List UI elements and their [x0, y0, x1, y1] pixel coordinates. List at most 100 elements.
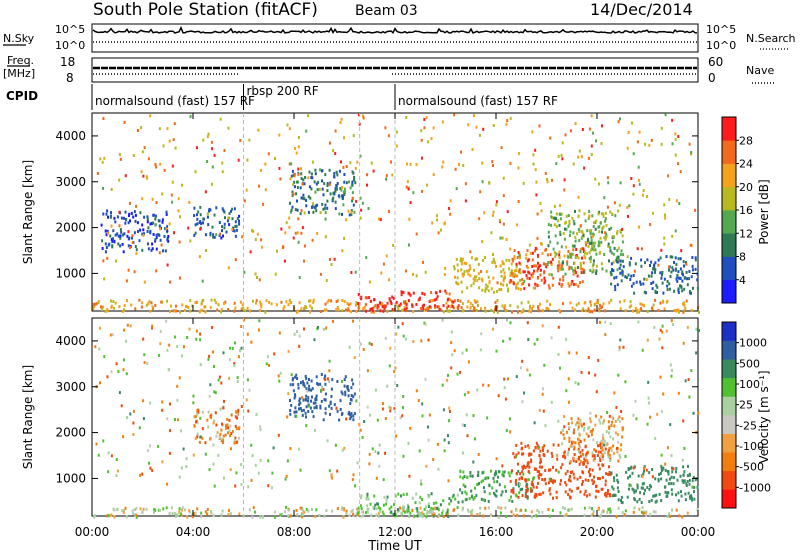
echo-cell [149, 309, 152, 313]
echo-cell [326, 189, 329, 193]
echo-cell [379, 507, 382, 511]
echo-cell [461, 257, 464, 261]
echo-cell [562, 302, 564, 306]
echo-cell [696, 286, 699, 290]
echo-cell [619, 263, 622, 267]
echo-cell [432, 126, 435, 130]
echo-cell [141, 301, 144, 305]
echo-cell [311, 176, 314, 180]
echo-cell [299, 212, 302, 216]
echo-cell [149, 229, 152, 233]
echo-cell [472, 309, 475, 313]
echo-cell [270, 486, 273, 490]
x-tick-label: 08:00 [277, 525, 312, 539]
echo-cell [280, 227, 283, 231]
echo-cell [210, 416, 213, 420]
echo-cell [464, 182, 467, 186]
echo-cell [209, 208, 212, 212]
echo-cell [564, 507, 567, 511]
echo-cell [638, 130, 641, 134]
echo-cell [407, 299, 410, 303]
echo-cell [556, 457, 559, 461]
echo-cell [557, 219, 560, 223]
echo-cell [291, 377, 294, 381]
echo-cell [109, 514, 112, 518]
echo-cell [495, 489, 498, 493]
velocity-heatmap [93, 318, 700, 519]
echo-cell [344, 390, 347, 394]
echo-cell [388, 364, 391, 368]
echo-cell [326, 300, 329, 304]
echo-cell [437, 514, 440, 518]
echo-cell [502, 194, 505, 198]
echo-cell [542, 453, 545, 456]
echo-cell [245, 188, 248, 192]
colorbar-swatch [722, 433, 736, 453]
echo-cell [335, 187, 338, 191]
echo-cell [461, 351, 464, 355]
echo-cell [443, 273, 446, 277]
echo-cell [125, 372, 128, 376]
echo-cell [222, 438, 225, 442]
y-tick-label: 4000 [55, 129, 86, 143]
echo-cell [591, 310, 594, 314]
echo-cell [661, 330, 664, 334]
echo-cell [305, 424, 308, 428]
echo-cell [472, 281, 475, 285]
echo-cell [402, 493, 405, 497]
echo-cell [563, 178, 566, 182]
echo-cell [546, 177, 548, 181]
echo-cell [365, 309, 367, 313]
echo-cell [319, 404, 322, 408]
echo-cell [217, 453, 220, 457]
echo-cell [135, 506, 138, 510]
echo-cell [335, 406, 338, 410]
echo-cell [617, 255, 620, 259]
echo-cell [254, 510, 257, 514]
echo-cell [584, 489, 587, 493]
cpid-label: CPID [6, 89, 38, 103]
echo-cell [608, 259, 610, 263]
echo-cell [523, 464, 525, 468]
echo-cell [336, 173, 339, 177]
echo-cell [624, 455, 627, 458]
echo-cell [149, 466, 152, 470]
echo-cell [494, 306, 497, 310]
echo-cell [668, 282, 671, 286]
cpid-segment-label: normalsound (fast) 157 RF [398, 94, 558, 108]
echo-cell [161, 460, 164, 464]
echo-cell [141, 150, 144, 154]
echo-cell [588, 506, 591, 510]
echo-cell [496, 480, 499, 484]
echo-cell [527, 300, 530, 304]
echo-cell [394, 494, 397, 498]
echo-cell [123, 308, 125, 312]
echo-cell [594, 414, 597, 418]
echo-cell [383, 495, 386, 499]
echo-cell [155, 269, 158, 273]
echo-cell [652, 211, 654, 215]
echo-cell [452, 306, 455, 310]
echo-cell [562, 278, 565, 282]
echo-cell [211, 326, 214, 329]
echo-cell [568, 478, 570, 482]
echo-cell [508, 498, 511, 502]
echo-cell [571, 306, 574, 310]
echo-cell [229, 358, 231, 362]
echo-cell [328, 359, 331, 363]
echo-cell [350, 398, 353, 402]
echo-cell [540, 473, 543, 477]
echo-cell [612, 452, 615, 456]
echo-cell [158, 251, 161, 255]
echo-cell [243, 270, 246, 274]
echo-cell [302, 398, 305, 402]
echo-cell [418, 501, 421, 505]
echo-cell [530, 488, 533, 492]
echo-cell [660, 453, 663, 457]
echo-cell [485, 476, 488, 480]
echo-cell [266, 355, 269, 359]
echo-cell [408, 217, 411, 221]
echo-cell [180, 508, 183, 512]
station-title: South Pole Station (fitACF) [93, 0, 318, 20]
echo-cell [151, 247, 154, 251]
